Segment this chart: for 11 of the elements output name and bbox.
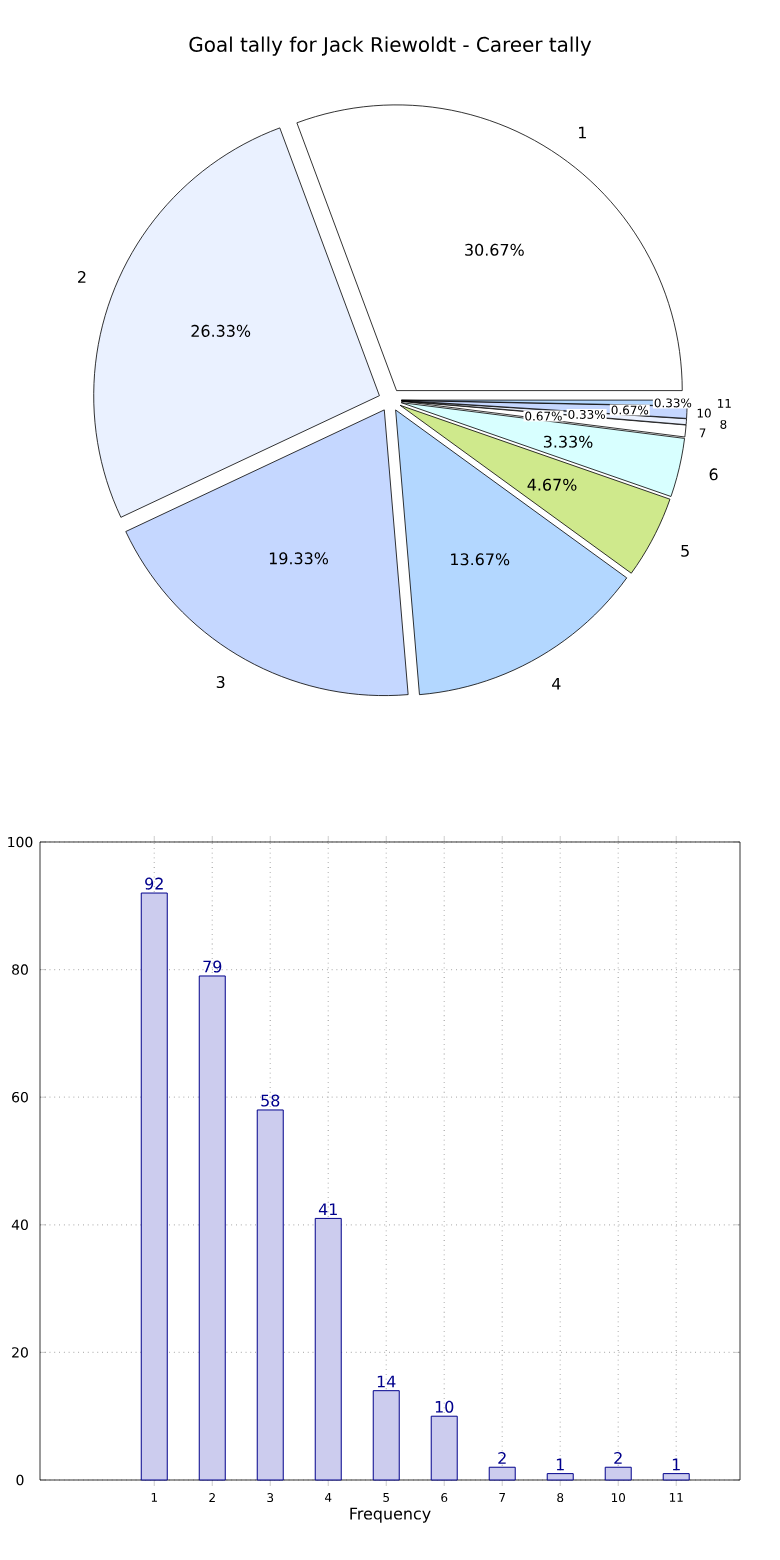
bar (372, 1390, 400, 1481)
bar (198, 975, 226, 1481)
bar (662, 1473, 690, 1481)
bar (488, 1466, 516, 1481)
bar (256, 1109, 284, 1481)
bar (140, 892, 168, 1481)
bar (430, 1415, 458, 1481)
bar (546, 1473, 574, 1481)
bar (604, 1466, 632, 1481)
chart-title: Goal tally for Jack Riewoldt - Career tally (189, 36, 592, 56)
bar (314, 1217, 342, 1481)
